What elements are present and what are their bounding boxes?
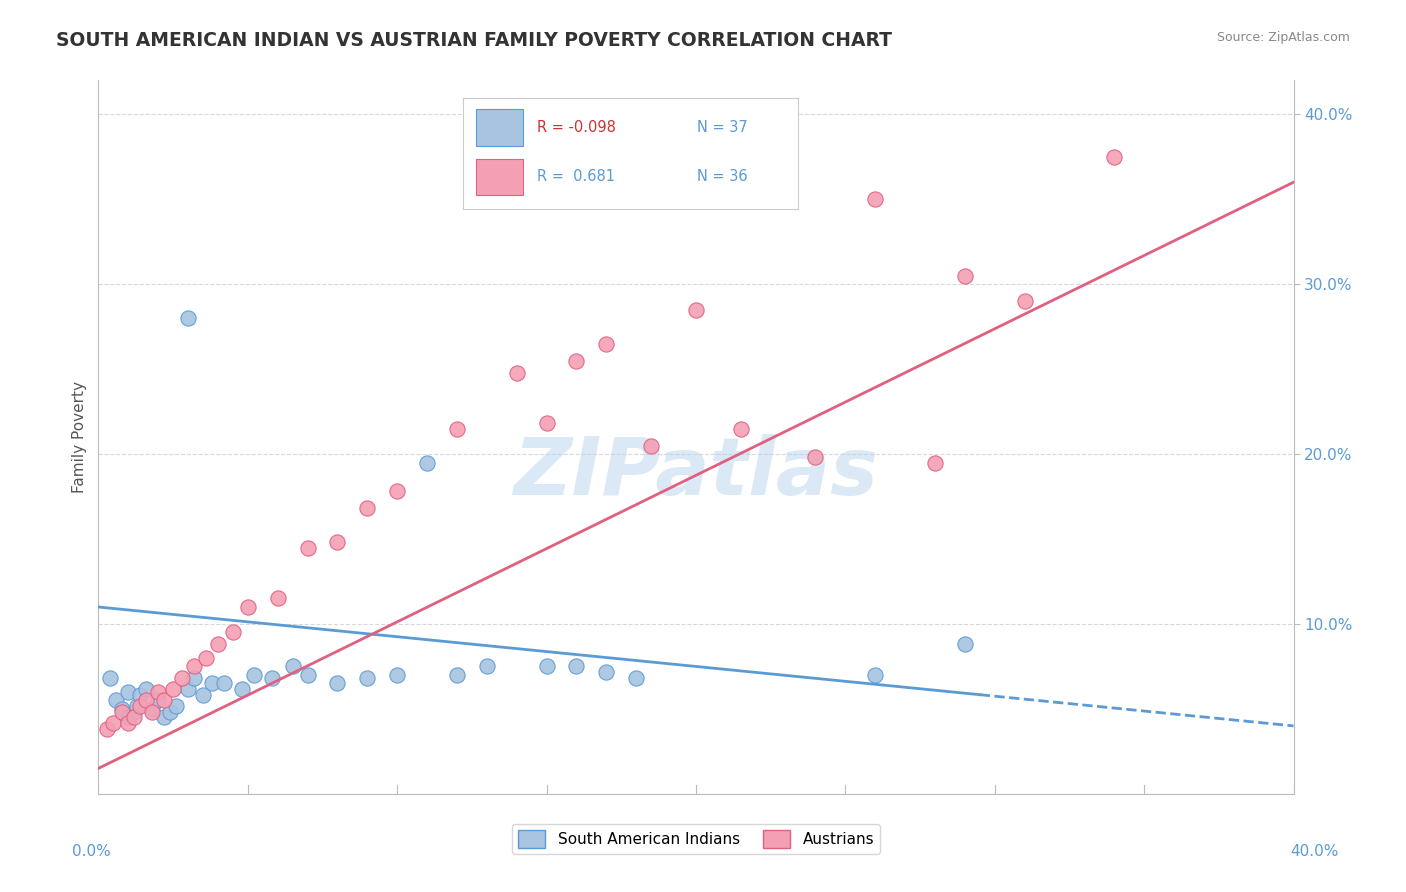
Point — [191, 689, 214, 703]
Point — [148, 685, 170, 699]
Y-axis label: Family Poverty: Family Poverty — [72, 381, 87, 493]
Point — [195, 651, 218, 665]
Point — [124, 706, 146, 720]
Point — [243, 668, 266, 682]
Point — [865, 192, 887, 206]
Point — [129, 698, 152, 713]
Point — [231, 681, 253, 696]
Point — [117, 685, 139, 699]
Point — [148, 693, 170, 707]
Point — [297, 668, 319, 682]
Point — [297, 541, 319, 555]
Point — [153, 693, 176, 707]
Point — [326, 676, 349, 690]
Point — [565, 659, 588, 673]
Point — [595, 665, 617, 679]
Point — [685, 302, 707, 317]
Point — [141, 702, 163, 716]
Point — [124, 710, 146, 724]
Point — [416, 456, 439, 470]
Point — [536, 417, 558, 431]
Point — [506, 366, 529, 380]
Point — [267, 591, 290, 606]
Point — [135, 693, 157, 707]
Point — [385, 668, 409, 682]
Point — [129, 689, 152, 703]
Point — [153, 710, 176, 724]
Point — [135, 681, 157, 696]
Point — [1014, 294, 1036, 309]
Text: ZIPatlas: ZIPatlas — [513, 434, 879, 512]
Point — [953, 637, 976, 651]
Point — [326, 535, 349, 549]
Point — [1104, 150, 1126, 164]
Text: 0.0%: 0.0% — [72, 845, 111, 859]
Point — [201, 676, 224, 690]
Text: Source: ZipAtlas.com: Source: ZipAtlas.com — [1216, 31, 1350, 45]
Text: 40.0%: 40.0% — [1291, 845, 1339, 859]
Point — [212, 676, 235, 690]
Point — [98, 671, 122, 685]
Point — [356, 671, 378, 685]
Point — [865, 668, 887, 682]
Point — [159, 706, 181, 720]
Point — [207, 637, 229, 651]
Point — [385, 484, 409, 499]
Point — [924, 456, 946, 470]
Point — [640, 439, 662, 453]
Point — [626, 671, 648, 685]
Point — [356, 501, 378, 516]
Point — [105, 693, 128, 707]
Point — [183, 671, 205, 685]
Point — [165, 698, 187, 713]
Point — [172, 671, 194, 685]
Point — [730, 421, 752, 435]
Point — [953, 268, 976, 283]
Point — [475, 659, 498, 673]
Point — [536, 659, 558, 673]
Point — [446, 421, 468, 435]
Point — [260, 671, 283, 685]
Text: SOUTH AMERICAN INDIAN VS AUSTRIAN FAMILY POVERTY CORRELATION CHART: SOUTH AMERICAN INDIAN VS AUSTRIAN FAMILY… — [56, 31, 893, 50]
Point — [117, 715, 139, 730]
Point — [804, 450, 827, 465]
Point — [281, 659, 304, 673]
Point — [96, 723, 118, 737]
Point — [177, 311, 200, 326]
Point — [141, 706, 163, 720]
Point — [177, 681, 200, 696]
Point — [127, 698, 149, 713]
Point — [446, 668, 468, 682]
Point — [111, 706, 134, 720]
Point — [103, 715, 125, 730]
Point — [236, 599, 259, 614]
Point — [565, 353, 588, 368]
Point — [183, 659, 205, 673]
Point — [222, 625, 245, 640]
Point — [162, 681, 184, 696]
Legend: South American Indians, Austrians: South American Indians, Austrians — [512, 824, 880, 854]
Point — [111, 702, 134, 716]
Point — [117, 710, 139, 724]
Point — [595, 336, 617, 351]
